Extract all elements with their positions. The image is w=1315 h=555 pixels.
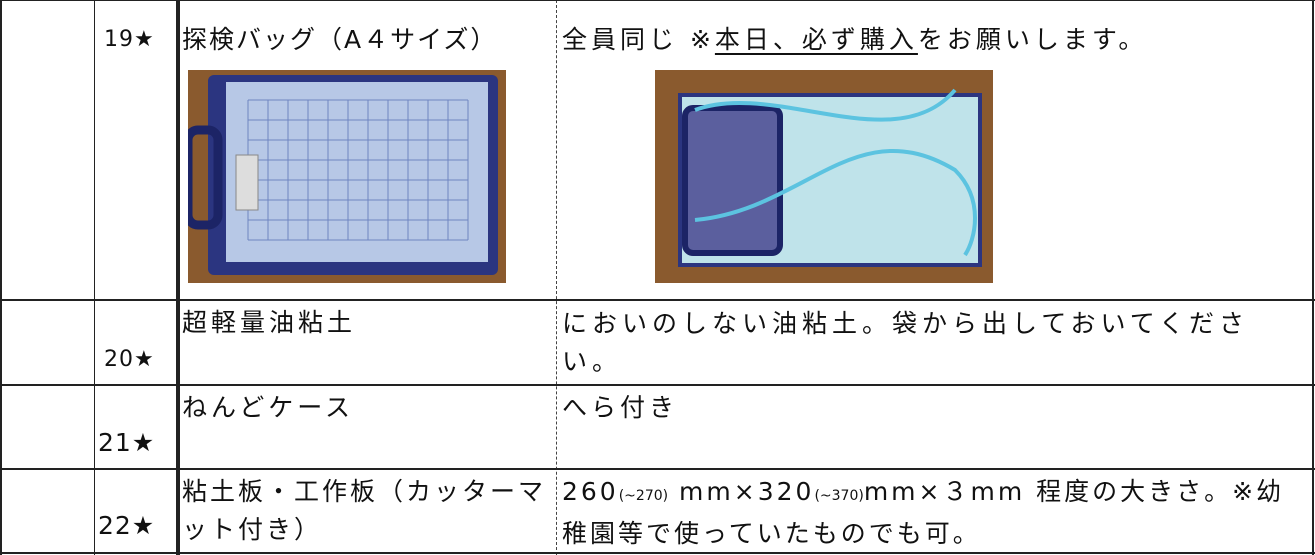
- item-name: 探検バッグ（A４サイズ）: [182, 25, 498, 54]
- photo-mesh-bag: [655, 70, 993, 283]
- photo-bag-board: [188, 70, 506, 283]
- text: mm×３mm 程度の大きさ。※幼稚園等で使っていたものでも可。: [562, 477, 1285, 548]
- underlined-text: 本日、必ず購入: [714, 25, 918, 54]
- border: [556, 0, 557, 555]
- item-description: へら付き: [562, 393, 679, 422]
- item-number: 22★: [98, 511, 156, 540]
- border: [0, 0, 2, 555]
- item-description: 260(~270) mm×320(~370)mm×３mm 程度の大きさ。※幼稚園…: [562, 473, 1310, 553]
- item-number: 20★: [104, 347, 155, 372]
- item-name: 超軽量油粘土: [182, 308, 357, 337]
- border: [0, 299, 1315, 301]
- item-description: 全員同じ ※本日、必ず購入をお願いします。: [562, 22, 1147, 58]
- border: [0, 552, 1315, 554]
- item-name: ねんどケース: [182, 393, 355, 422]
- border: [0, 0, 1315, 1]
- item-description: においのしない油粘土。袋から出しておいてください。: [562, 309, 1250, 376]
- small-text: (~370): [814, 488, 864, 504]
- border: [94, 0, 95, 555]
- small-text: (~270): [618, 488, 669, 504]
- text: mm×320: [668, 477, 815, 506]
- item-number: 21★: [98, 428, 156, 457]
- border: [0, 384, 1315, 386]
- text: 全員同じ ※: [562, 25, 715, 54]
- border: [176, 0, 180, 555]
- border: [0, 468, 1315, 470]
- border: [1312, 0, 1314, 555]
- text: 260: [562, 477, 619, 506]
- item-name: 粘土板・工作板（カッターマット付き）: [182, 477, 547, 544]
- text: をお願いします。: [917, 25, 1148, 54]
- item-number: 19★: [104, 27, 155, 52]
